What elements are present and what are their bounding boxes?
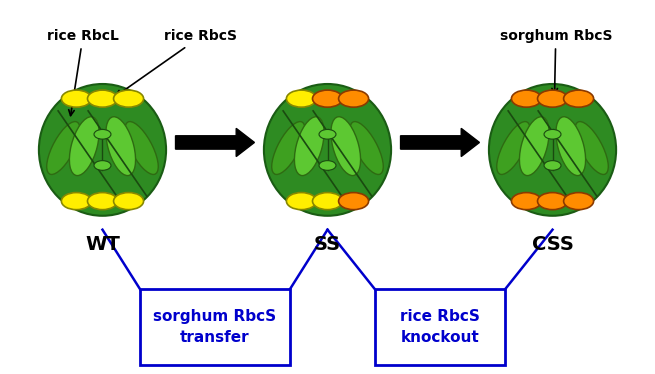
Circle shape (538, 193, 567, 210)
Text: sorghum RbcS
transfer: sorghum RbcS transfer (153, 309, 276, 345)
Ellipse shape (125, 122, 159, 174)
Circle shape (319, 129, 336, 139)
Circle shape (512, 90, 542, 107)
Polygon shape (401, 128, 479, 157)
Circle shape (113, 90, 143, 107)
Ellipse shape (272, 122, 305, 174)
Ellipse shape (264, 84, 391, 216)
Circle shape (312, 90, 343, 107)
Circle shape (286, 90, 316, 107)
Ellipse shape (294, 117, 324, 175)
Circle shape (62, 90, 92, 107)
Text: CSS: CSS (532, 234, 574, 254)
Text: WT: WT (85, 234, 120, 254)
Ellipse shape (106, 117, 136, 175)
Circle shape (94, 161, 111, 170)
Circle shape (544, 129, 561, 139)
Text: SS: SS (314, 234, 341, 254)
FancyBboxPatch shape (140, 289, 290, 365)
Text: sorghum RbcS: sorghum RbcS (500, 30, 612, 94)
Ellipse shape (519, 117, 549, 175)
Text: rice RbcS: rice RbcS (116, 30, 238, 96)
Ellipse shape (496, 122, 530, 174)
Circle shape (339, 193, 369, 210)
Circle shape (319, 161, 336, 170)
Ellipse shape (331, 117, 361, 175)
Ellipse shape (39, 84, 166, 216)
Ellipse shape (69, 117, 99, 175)
Circle shape (563, 193, 593, 210)
Ellipse shape (575, 122, 608, 174)
Ellipse shape (350, 122, 383, 174)
Ellipse shape (47, 122, 80, 174)
Circle shape (538, 90, 567, 107)
Circle shape (512, 193, 542, 210)
Circle shape (88, 90, 117, 107)
Text: rice RbcL: rice RbcL (47, 30, 119, 116)
Circle shape (94, 129, 111, 139)
Ellipse shape (556, 117, 586, 175)
Circle shape (113, 193, 143, 210)
Circle shape (62, 193, 92, 210)
Circle shape (312, 193, 343, 210)
FancyBboxPatch shape (375, 289, 505, 365)
Ellipse shape (489, 84, 616, 216)
Polygon shape (176, 128, 254, 157)
Circle shape (88, 193, 117, 210)
Circle shape (544, 161, 561, 170)
Circle shape (286, 193, 316, 210)
Circle shape (563, 90, 593, 107)
Circle shape (339, 90, 369, 107)
Text: rice RbcS
knockout: rice RbcS knockout (400, 309, 480, 345)
